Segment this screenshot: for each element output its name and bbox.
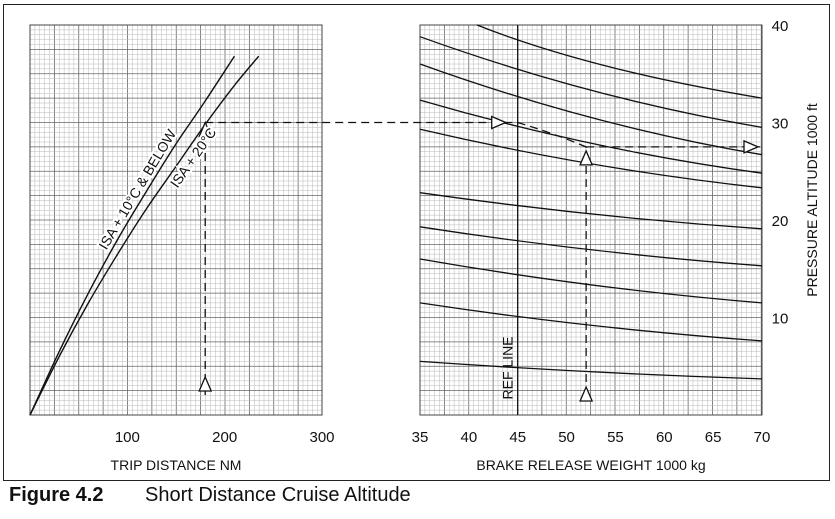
right-x-tick-45: 45 bbox=[509, 429, 526, 446]
chart-labels: 100 200 300 35 40 45 50 55 60 65 70 10 20 30 40 TRIP DI… bbox=[93, 18, 820, 473]
weight-curve-3 bbox=[419, 258, 763, 304]
left-x-tick-200: 200 bbox=[212, 429, 237, 446]
chart-grid bbox=[29, 24, 763, 416]
right-grid-border bbox=[419, 24, 763, 416]
weight-curve-10 bbox=[476, 24, 763, 99]
right-x-tick-55: 55 bbox=[607, 429, 624, 446]
example-arrow-weight-start bbox=[579, 385, 594, 402]
y-tick-10: 10 bbox=[772, 311, 789, 328]
figure-caption: Figure 4.2 Short Distance Cruise Altitude bbox=[9, 484, 411, 507]
y-tick-40: 40 bbox=[772, 18, 789, 35]
figure-border bbox=[3, 4, 830, 481]
weight-curve-2 bbox=[419, 302, 763, 342]
weight-curve-7 bbox=[419, 99, 763, 174]
right-x-tick-70: 70 bbox=[754, 429, 771, 446]
y-tick-30: 30 bbox=[772, 116, 789, 133]
example-arrow-result bbox=[743, 139, 760, 154]
weight-curve-9 bbox=[419, 36, 763, 129]
right-x-tick-50: 50 bbox=[558, 429, 575, 446]
right-x-tick-40: 40 bbox=[461, 429, 478, 446]
weight-curve-5 bbox=[419, 192, 763, 230]
left-x-tick-100: 100 bbox=[115, 429, 140, 446]
weight-curve-1 bbox=[419, 360, 763, 380]
distance-curve-1 bbox=[29, 55, 235, 416]
right-x-tick-35: 35 bbox=[412, 429, 429, 446]
distance-curve-2 bbox=[29, 55, 260, 416]
example-arrow-weight-end bbox=[579, 149, 594, 166]
weight-curve-4 bbox=[419, 226, 763, 267]
y-tick-20: 20 bbox=[772, 213, 789, 230]
figure-title: Short Distance Cruise Altitude bbox=[145, 484, 411, 506]
example-guide-follow bbox=[517, 121, 587, 148]
example-arrow-distance-start bbox=[198, 375, 213, 392]
right-x-axis-label: BRAKE RELEASE WEIGHT 1000 kg bbox=[476, 457, 705, 473]
chart-annotations bbox=[198, 115, 760, 402]
example-arrow-distance-end bbox=[198, 120, 213, 138]
left-grid-border bbox=[29, 24, 323, 416]
right-x-tick-65: 65 bbox=[705, 429, 722, 446]
ref-line-label: REF LINE bbox=[500, 336, 516, 399]
left-x-tick-300: 300 bbox=[309, 429, 334, 446]
left-x-axis-label: TRIP DISTANCE NM bbox=[111, 457, 242, 473]
figure-label: Figure 4.2 bbox=[9, 484, 104, 506]
y-axis-label: PRESSURE ALTITUDE 1000 ft bbox=[804, 103, 820, 297]
right-x-tick-60: 60 bbox=[656, 429, 673, 446]
example-arrow-transfer bbox=[491, 115, 508, 130]
